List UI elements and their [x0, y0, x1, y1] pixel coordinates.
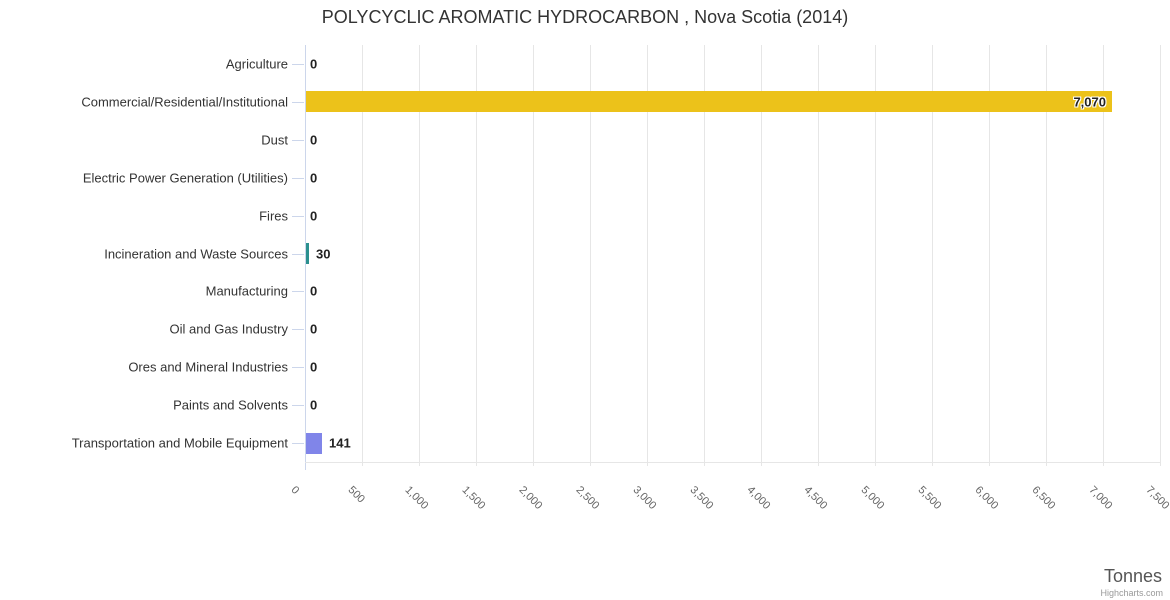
value-label: 0 — [310, 283, 318, 299]
gridline — [932, 45, 933, 466]
x-axis-tick-label: 2,500 — [573, 484, 602, 512]
value-label: 0 — [310, 397, 318, 413]
gridline — [1160, 45, 1161, 466]
gridline — [989, 45, 990, 466]
chart-title: POLYCYCLIC AROMATIC HYDROCARBON , Nova S… — [321, 7, 849, 27]
category-tick — [292, 102, 304, 103]
category-tick — [292, 254, 304, 255]
category-label: Paints and Solvents — [173, 397, 288, 413]
category-tick — [292, 178, 304, 179]
x-axis-tick-label: 7,500 — [1143, 484, 1170, 512]
x-axis-tick-label: 6,000 — [972, 484, 1001, 512]
gridline — [533, 45, 534, 466]
category-tick — [292, 405, 304, 406]
gridline — [362, 45, 363, 466]
value-label: 7,070 — [1073, 94, 1106, 110]
value-label: 0 — [310, 170, 318, 186]
x-axis-tick-label: 3,500 — [687, 484, 716, 512]
x-axis-tick-label: 1,000 — [402, 484, 431, 512]
bar[interactable] — [306, 243, 309, 264]
x-axis-tick-label: 4,000 — [744, 484, 773, 512]
category-label: Fires — [259, 208, 288, 224]
x-axis-tick-label: 5,000 — [858, 484, 887, 512]
x-axis-tick-label: 7,000 — [1086, 484, 1115, 512]
category-tick — [292, 443, 304, 444]
category-tick — [292, 367, 304, 368]
category-tick — [292, 64, 304, 65]
bar[interactable] — [306, 91, 1112, 112]
gridline — [818, 45, 819, 466]
x-axis-tick-label: 2,000 — [516, 484, 545, 512]
gridline — [761, 45, 762, 466]
category-tick — [292, 140, 304, 141]
value-label: 0 — [310, 208, 318, 224]
bar[interactable] — [306, 433, 322, 454]
value-label: 30 — [316, 246, 331, 261]
x-axis-tick-label: 6,500 — [1029, 484, 1058, 512]
category-tick — [292, 291, 304, 292]
x-axis-tick-label: 500 — [345, 484, 367, 506]
value-label: 0 — [310, 132, 318, 148]
category-label: Agriculture — [225, 56, 288, 72]
gridline — [419, 45, 420, 466]
category-tick — [292, 329, 304, 330]
value-label: 0 — [310, 321, 318, 337]
category-label: Incineration and Waste Sources — [104, 246, 288, 261]
category-tick — [292, 216, 304, 217]
highcharts-credit-link[interactable]: Highcharts.com — [1100, 588, 1163, 598]
value-label: 0 — [310, 359, 318, 375]
gridline — [590, 45, 591, 466]
value-label: 0 — [310, 56, 318, 72]
value-axis-line — [305, 462, 1160, 463]
category-label: Ores and Mineral Industries — [128, 359, 288, 375]
category-axis-line — [305, 45, 306, 470]
category-label: Transportation and Mobile Equipment — [71, 435, 288, 451]
category-label: Manufacturing — [205, 283, 288, 299]
x-axis-tick-label: 0 — [288, 484, 302, 497]
category-label: Electric Power Generation (Utilities) — [82, 170, 288, 186]
gridline — [647, 45, 648, 466]
gridline — [875, 45, 876, 466]
x-axis-tick-label: 5,500 — [915, 484, 944, 512]
gridline — [1103, 45, 1104, 466]
category-label: Dust — [261, 132, 288, 148]
category-label: Commercial/Residential/Institutional — [81, 94, 288, 110]
category-label: Oil and Gas Industry — [169, 321, 289, 337]
value-axis-title: Tonnes — [1103, 566, 1162, 586]
gridline — [704, 45, 705, 466]
x-axis-tick-label: 1,500 — [459, 484, 488, 512]
gridline — [476, 45, 477, 466]
x-axis-tick-label: 4,500 — [801, 484, 830, 512]
x-axis-tick-label: 3,000 — [630, 484, 659, 512]
gridline — [1046, 45, 1047, 466]
value-label: 141 — [329, 435, 351, 451]
